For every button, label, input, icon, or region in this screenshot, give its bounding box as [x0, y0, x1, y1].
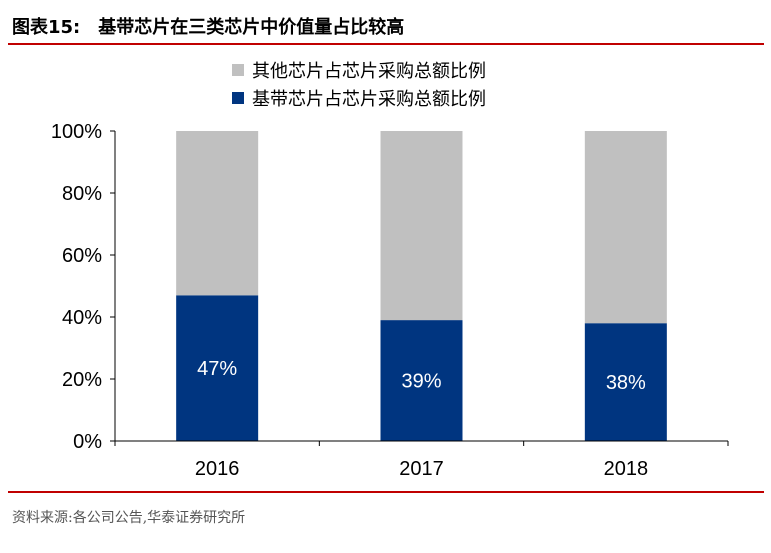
x-tick-label: 2016	[195, 458, 240, 480]
y-tick-label: 80%	[62, 183, 102, 205]
header-divider	[8, 43, 764, 45]
footer-divider	[8, 491, 764, 493]
bar-other	[584, 131, 667, 324]
bar-other	[380, 131, 463, 321]
figure-label: 图表15:	[12, 17, 81, 38]
bar-baseband	[380, 320, 463, 441]
data-label: 39%	[401, 371, 441, 393]
legend-item-baseband: 基带芯片占芯片采购总额比例	[232, 84, 486, 112]
y-tick-label: 20%	[62, 369, 102, 391]
legend-label-baseband: 基带芯片占芯片采购总额比例	[252, 89, 486, 110]
chart-title: 基带芯片在三类芯片中价值量占比较高	[98, 17, 405, 38]
bar-baseband	[584, 323, 667, 441]
data-label: 47%	[197, 358, 237, 380]
x-tick-label: 2017	[399, 458, 444, 480]
bar-baseband	[176, 295, 259, 441]
figure-header: 图表15: 基带芯片在三类芯片中价值量占比较高	[12, 10, 762, 42]
bar-other	[176, 131, 259, 296]
legend-swatch-other	[232, 64, 244, 76]
y-tick-label: 0%	[73, 431, 102, 453]
legend-item-other: 其他芯片占芯片采购总额比例	[232, 56, 486, 84]
x-tick-label: 2018	[604, 458, 649, 480]
legend-swatch-baseband	[232, 92, 244, 104]
y-tick-label: 40%	[62, 307, 102, 329]
y-tick-label: 100%	[51, 121, 102, 143]
chart-legend: 其他芯片占芯片采购总额比例 基带芯片占芯片采购总额比例	[232, 56, 486, 112]
legend-label-other: 其他芯片占芯片采购总额比例	[252, 61, 486, 82]
y-tick-label: 60%	[62, 245, 102, 267]
data-label: 38%	[606, 372, 646, 394]
source-note: 资料来源:各公司公告,华泰证券研究所	[12, 510, 246, 526]
